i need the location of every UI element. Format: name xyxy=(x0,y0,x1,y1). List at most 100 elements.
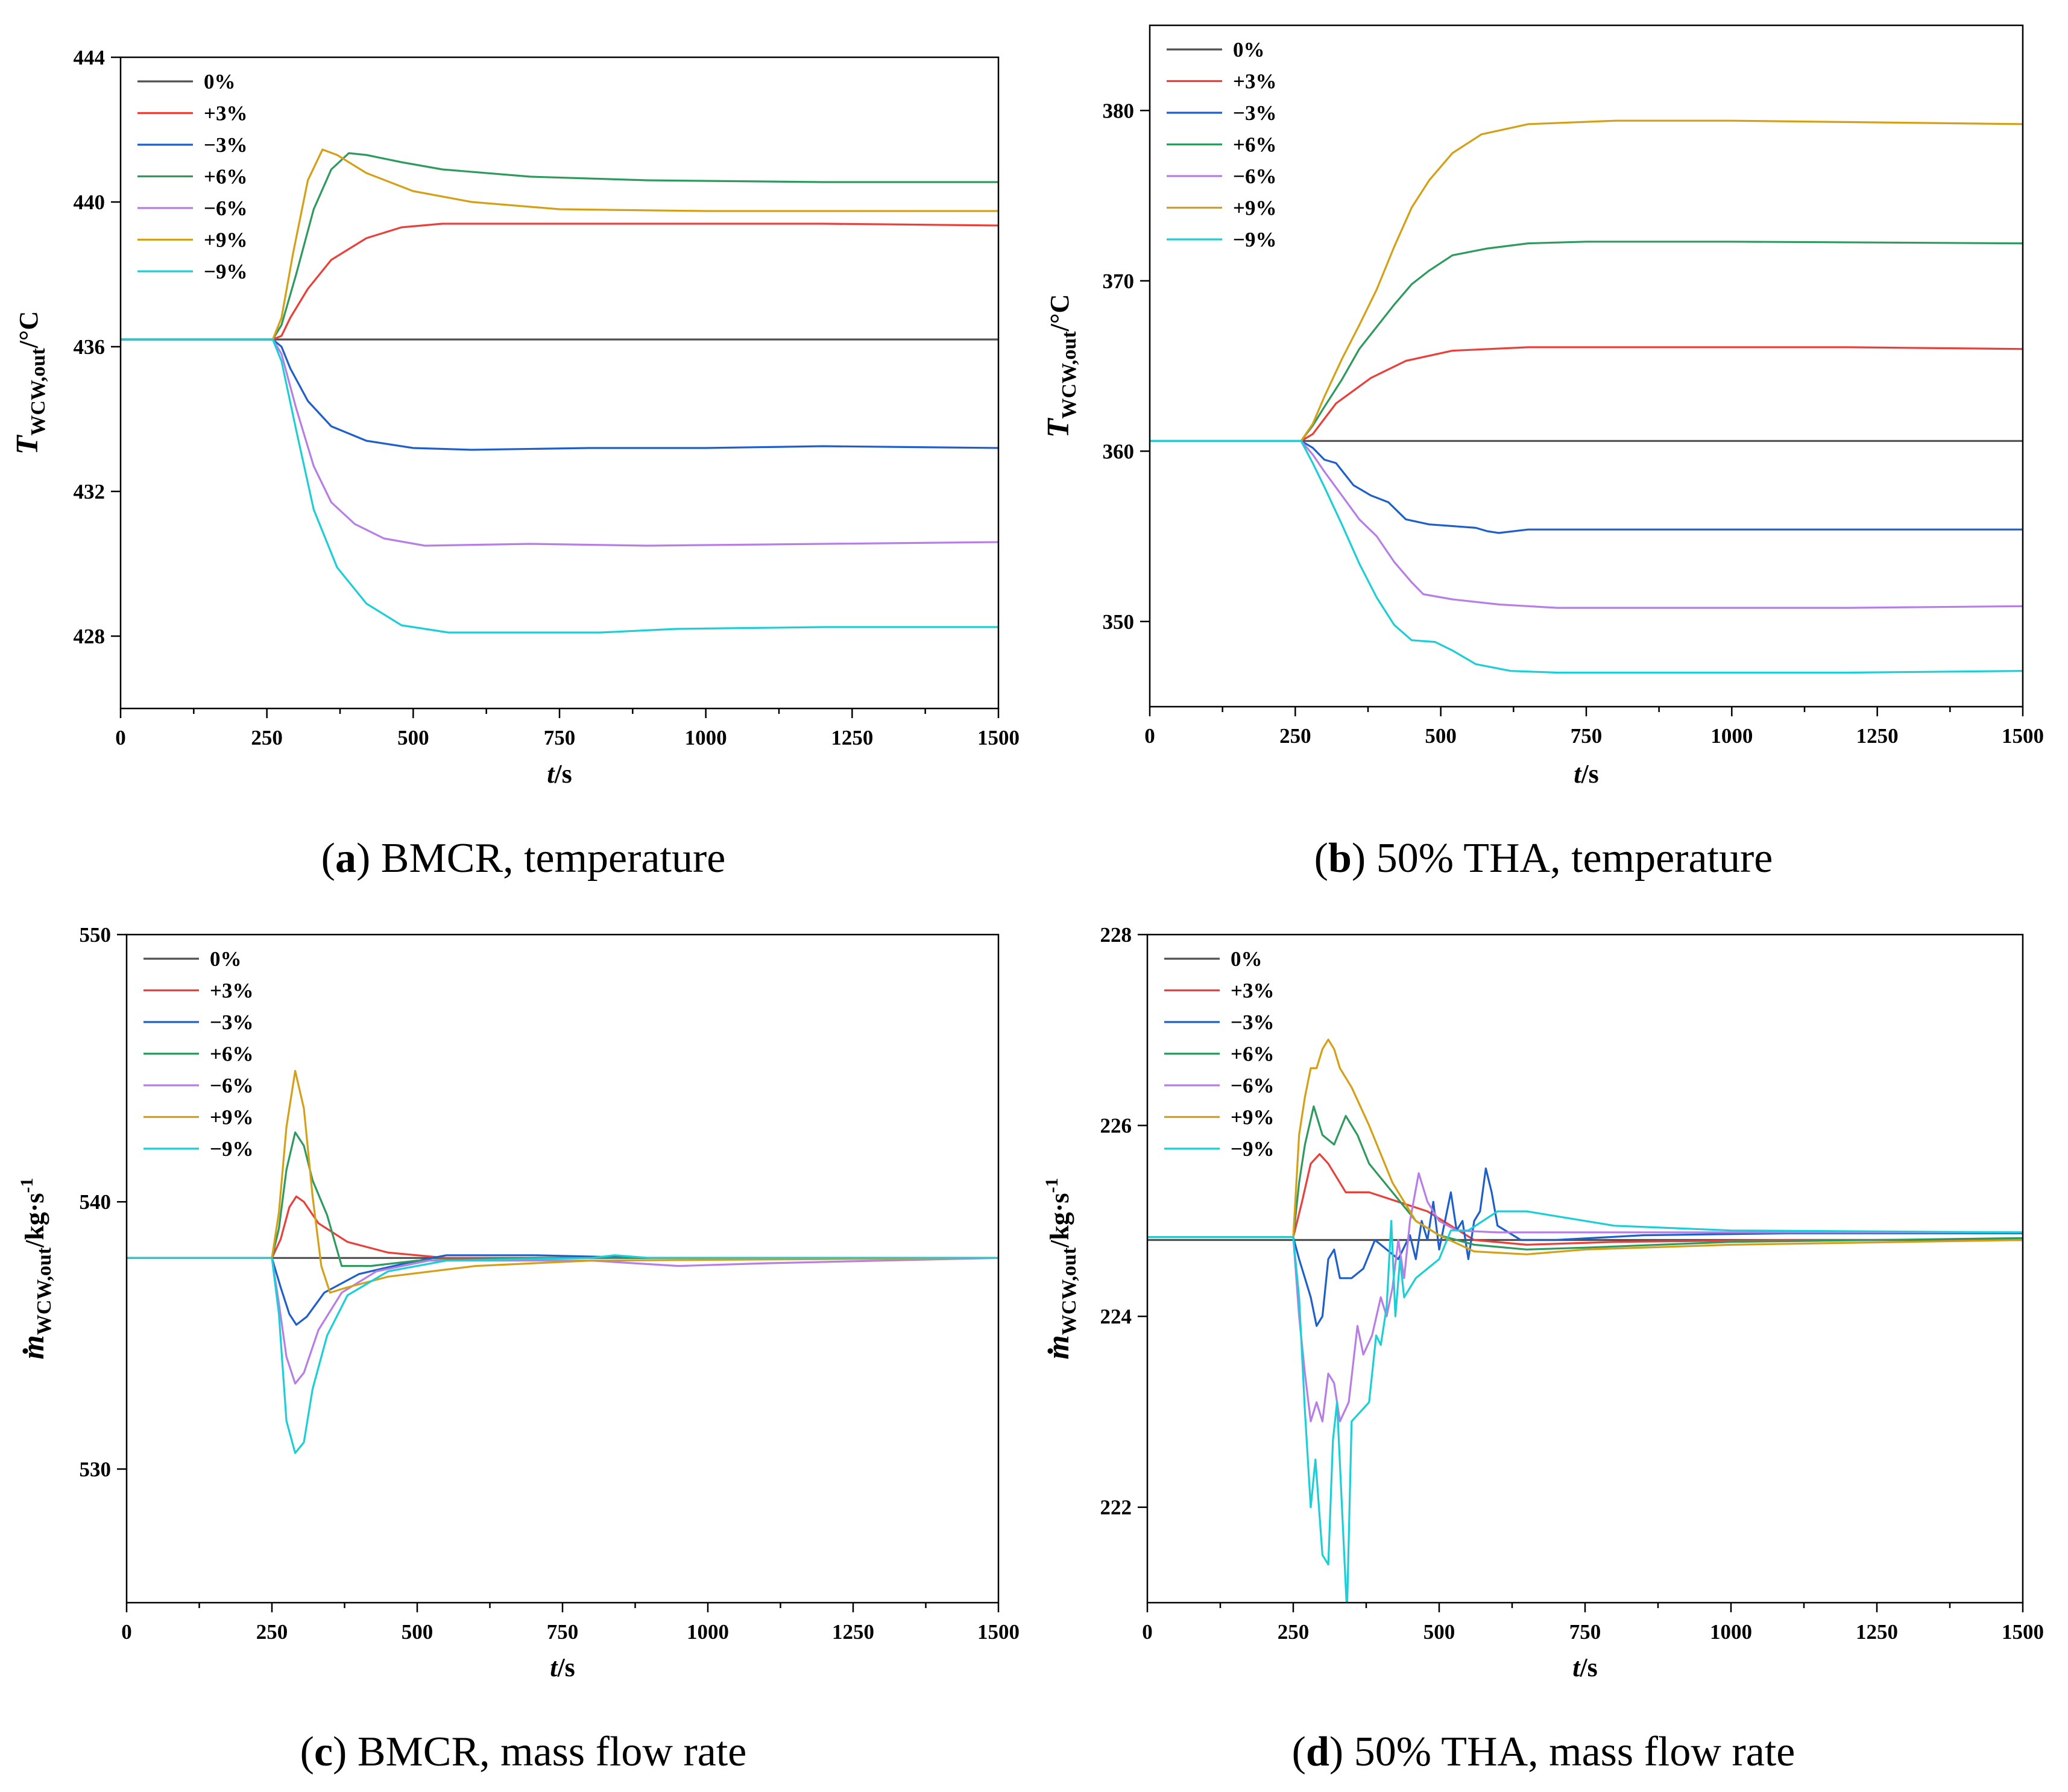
caption-d: (d) 50% THA, mass flow rate xyxy=(1292,1729,1795,1775)
x-tick-label-a-2: 500 xyxy=(397,726,429,749)
caption-text-d: 50% THA, mass flow rate xyxy=(1343,1729,1795,1775)
y-tick-label-a-0: 428 xyxy=(74,625,106,648)
legend-label-a-5: +9% xyxy=(204,229,247,252)
y-tick-label-d-2: 226 xyxy=(1100,1114,1132,1138)
y-tick-label-a-4: 444 xyxy=(74,46,106,69)
series-line-d-1 xyxy=(1147,1153,2023,1246)
x-tick-label-d-6: 1500 xyxy=(2002,1620,2044,1644)
x-tick-label-c-4: 1000 xyxy=(687,1620,729,1644)
x-tick-label-a-1: 250 xyxy=(251,726,283,749)
y-tick-label-b-1: 360 xyxy=(1103,440,1135,463)
y-tick-label-d-0: 222 xyxy=(1100,1496,1132,1519)
x-tick-label-a-5: 1250 xyxy=(831,726,873,749)
y-axis-b: 350 360 370 380 xyxy=(1103,99,1150,634)
y-axis-title-dot-c xyxy=(22,1348,28,1354)
x-axis-b: 0 250 500 750 1000 1250 1500 xyxy=(1144,707,2044,748)
legend-label-b-2: −3% xyxy=(1233,101,1276,125)
legend-label-c-3: +6% xyxy=(210,1043,253,1066)
x-tick-label-c-0: 0 xyxy=(121,1620,132,1644)
legend-a: 0% +3% −3% +6% −6% +9% −9% xyxy=(137,70,247,283)
x-tick-label-a-6: 1500 xyxy=(977,726,1020,749)
caption-letter-a: a xyxy=(335,835,356,882)
legend-label-d-4: −6% xyxy=(1231,1074,1274,1097)
legend-label-c-1: +3% xyxy=(210,979,253,1003)
legend-label-a-4: −6% xyxy=(204,197,247,220)
plot-area-c: 0 250 500 750 1000 1250 1500 530 540 550 t/s mWCW,o… xyxy=(16,923,1020,1682)
legend-label-b-4: −6% xyxy=(1233,165,1276,188)
legend-label-c-4: −6% xyxy=(210,1074,253,1097)
legend-label-a-1: +3% xyxy=(204,102,247,125)
y-axis-title-dot-d xyxy=(1047,1348,1053,1354)
caption-letter-c: c xyxy=(314,1729,333,1775)
series-group-a xyxy=(121,148,998,634)
caption-a: (a) BMCR, temperature xyxy=(321,835,726,882)
x-axis-d: 0 250 500 750 1000 1250 1500 xyxy=(1142,1603,2044,1644)
legend-label-c-5: +9% xyxy=(210,1106,253,1129)
x-tick-label-b-0: 0 xyxy=(1144,724,1155,748)
series-line-b-3 xyxy=(1150,241,2023,442)
series-line-c-3 xyxy=(127,1131,998,1267)
x-tick-label-b-1: 250 xyxy=(1279,724,1311,748)
series-line-c-5 xyxy=(127,1070,998,1294)
series-line-d-5 xyxy=(1147,1038,2023,1255)
y-axis-c: 530 540 550 xyxy=(80,923,127,1481)
x-tick-label-c-6: 1500 xyxy=(977,1620,1020,1644)
legend-label-a-6: −9% xyxy=(204,260,247,283)
x-axis-title-b: t/s xyxy=(1574,759,1599,789)
x-axis-title-d: t/s xyxy=(1572,1653,1598,1682)
x-tick-label-d-0: 0 xyxy=(1142,1620,1153,1644)
series-line-a-1 xyxy=(121,222,998,341)
x-tick-label-a-3: 750 xyxy=(544,726,576,749)
y-axis-title-b: TWCW,out/°C xyxy=(1041,294,1080,438)
plot-area-b: 0 250 500 750 1000 1250 1500 350 360 370 380 t/s TWC… xyxy=(1041,24,2044,789)
legend-c: 0% +3% −3% +6% −6% +9% −9% xyxy=(143,947,253,1161)
x-tick-label-b-2: 500 xyxy=(1425,724,1457,748)
series-line-d-3 xyxy=(1147,1105,2023,1251)
x-tick-label-b-5: 1250 xyxy=(1856,724,1899,748)
legend-label-b-5: +9% xyxy=(1233,197,1276,220)
y-axis-title-d: mWCW,out/kg·s-1 xyxy=(1041,1178,1080,1359)
caption-text-c: BMCR, mass flow rate xyxy=(347,1729,746,1775)
y-tick-label-c-0: 530 xyxy=(80,1457,112,1481)
legend-b: 0% +3% −3% +6% −6% +9% −9% xyxy=(1167,38,1276,251)
x-tick-label-c-2: 500 xyxy=(402,1620,433,1644)
series-line-d-4 xyxy=(1147,1172,2023,1422)
legend-label-a-2: −3% xyxy=(204,133,247,157)
x-tick-label-b-4: 1000 xyxy=(1710,724,1753,748)
x-tick-label-c-5: 1250 xyxy=(832,1620,874,1644)
x-tick-label-d-3: 750 xyxy=(1569,1620,1601,1644)
panel-b: 0 250 500 750 1000 1250 1500 350 360 370 380 t/s TWC… xyxy=(1041,24,2044,882)
series-line-b-2 xyxy=(1150,440,2023,534)
legend-label-c-0: 0% xyxy=(210,947,242,971)
series-group-d xyxy=(1147,1038,2023,1603)
legend-label-d-0: 0% xyxy=(1231,947,1263,971)
x-axis-title-c: t/s xyxy=(550,1653,575,1682)
x-axis-title-a: t/s xyxy=(547,759,572,789)
legend-label-b-0: 0% xyxy=(1233,38,1265,62)
caption-text-b: 50% THA, temperature xyxy=(1366,835,1773,882)
series-line-b-6 xyxy=(1150,440,2023,674)
plot-area-a: 0 250 500 750 1000 1250 1500 428 432 436 440 444 t/s… xyxy=(10,46,1020,789)
series-line-a-2 xyxy=(121,338,998,451)
series-line-c-6 xyxy=(127,1254,998,1454)
legend-label-c-6: −9% xyxy=(210,1137,253,1161)
x-axis-a: 0 250 500 750 1000 1250 1500 xyxy=(115,708,1020,749)
caption-text-a: BMCR, temperature xyxy=(370,835,725,882)
y-tick-label-b-2: 370 xyxy=(1103,270,1135,293)
series-line-c-4 xyxy=(127,1257,998,1385)
x-tick-label-c-1: 250 xyxy=(256,1620,288,1644)
series-line-a-4 xyxy=(121,338,998,547)
series-line-b-1 xyxy=(1150,346,2023,442)
y-tick-label-d-3: 228 xyxy=(1100,923,1132,947)
series-line-a-6 xyxy=(121,338,998,634)
legend-label-d-2: −3% xyxy=(1231,1011,1274,1034)
x-tick-label-d-4: 1000 xyxy=(1710,1620,1752,1644)
series-line-c-1 xyxy=(127,1195,998,1259)
series-line-a-3 xyxy=(121,152,998,341)
series-line-a-5 xyxy=(121,148,998,341)
panel-a: 0 250 500 750 1000 1250 1500 428 432 436 440 444 t/s… xyxy=(10,46,1020,882)
x-tick-label-a-4: 1000 xyxy=(685,726,727,749)
legend-label-d-6: −9% xyxy=(1231,1137,1274,1161)
x-tick-label-a-0: 0 xyxy=(115,726,126,749)
